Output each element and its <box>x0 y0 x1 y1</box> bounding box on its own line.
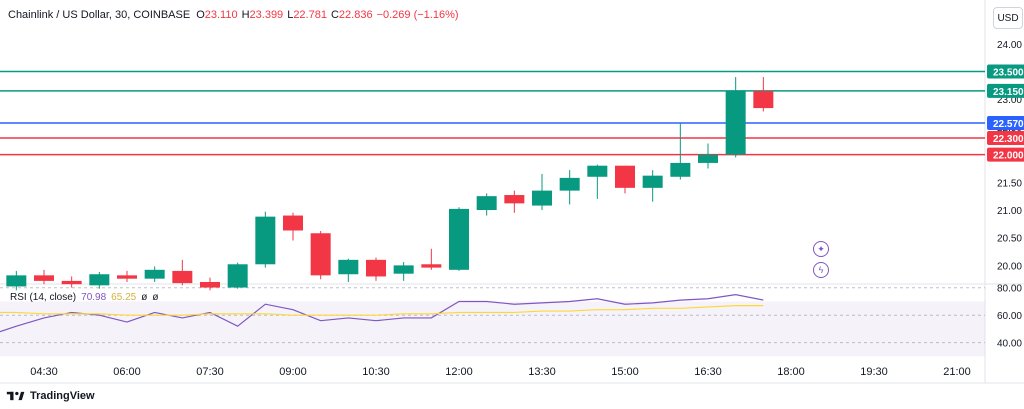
time-tick-label: 15:00 <box>611 366 639 378</box>
candle-body[interactable] <box>89 274 110 286</box>
candle-body[interactable] <box>532 190 552 206</box>
level-label: 22.300 <box>993 134 1024 145</box>
time-tick-label: 07:30 <box>196 366 224 378</box>
rsi-ma-line <box>0 304 764 316</box>
candle-body[interactable] <box>615 165 635 188</box>
candle-body[interactable] <box>255 216 276 265</box>
candle-body[interactable] <box>6 275 27 287</box>
level-label-box <box>987 64 1024 79</box>
candle-body[interactable] <box>310 233 331 276</box>
low-label: L <box>287 9 294 21</box>
candle-body[interactable] <box>227 264 248 288</box>
tradingview-mark-icon <box>6 391 25 401</box>
time-tick-label: 04:30 <box>30 366 58 378</box>
candle-body[interactable] <box>34 275 54 281</box>
rsi-extra-2: ø <box>152 292 159 303</box>
level-label: 23.150 <box>993 87 1024 98</box>
candle-body[interactable] <box>476 196 497 210</box>
level-label-box <box>987 83 1024 98</box>
open-label: O <box>196 9 205 21</box>
high-value: 23.399 <box>249 9 284 21</box>
close-value: 22.836 <box>338 9 373 21</box>
level-label-box <box>987 147 1024 162</box>
level-label-box <box>987 131 1024 145</box>
price-tick-label: 20.00 <box>997 261 1022 272</box>
candle-body[interactable] <box>559 177 580 191</box>
candle-body[interactable] <box>698 154 718 163</box>
price-tick-label: 21.50 <box>997 178 1022 189</box>
level-label: 22.000 <box>993 151 1024 162</box>
change-value: −0.269 (−1.16%) <box>376 9 459 21</box>
candle-body[interactable] <box>366 259 386 277</box>
price-tick-label: 23.00 <box>997 95 1022 106</box>
currency-button[interactable]: USD <box>993 7 1023 29</box>
candle-body[interactable] <box>642 175 663 188</box>
high-label: H <box>241 9 250 21</box>
open-value: 23.110 <box>204 9 238 21</box>
rsi-tick-label: 60.00 <box>997 311 1022 322</box>
candle-body[interactable] <box>144 269 165 279</box>
level-label: 22.570 <box>993 119 1024 130</box>
time-tick-label: 13:30 <box>528 366 556 378</box>
price-tick-label: 21.00 <box>997 206 1022 217</box>
time-tick-label: 09:00 <box>279 366 307 378</box>
level-label-box <box>987 116 1024 131</box>
chart-legend: Chainlink / US Dollar, 30, COINBASE O 23.… <box>8 9 463 21</box>
close-label: C <box>330 9 339 21</box>
tradingview-label: TradingView <box>30 390 95 402</box>
time-tick-label: 12:00 <box>445 366 473 378</box>
rsi-tick-label: 80.00 <box>997 284 1022 295</box>
candle-body[interactable] <box>670 162 691 177</box>
time-tick-label: 10:30 <box>362 366 390 378</box>
tradingview-logo: TradingView <box>6 390 95 402</box>
candle-body[interactable] <box>61 280 82 285</box>
time-tick-label: 06:00 <box>113 366 141 378</box>
candle-body[interactable] <box>753 90 774 109</box>
candle-body[interactable] <box>283 215 303 231</box>
rsi-line <box>0 293 764 333</box>
rsi-ma-value: 65.25 <box>111 292 137 303</box>
rsi-value: 70.98 <box>81 292 107 303</box>
level-label: 23.500 <box>993 68 1024 79</box>
time-tick-label: 18:00 <box>777 366 805 378</box>
candle-body[interactable] <box>172 270 193 284</box>
low-value: 22.781 <box>293 9 327 21</box>
candle-body[interactable] <box>725 90 746 155</box>
price-tick-label: 20.50 <box>997 234 1022 245</box>
rsi-label: RSI (14, close) <box>10 292 77 303</box>
time-tick-label: 16:30 <box>694 366 722 378</box>
rsi-band <box>0 301 985 357</box>
rsi-tick-label: 40.00 <box>997 339 1022 350</box>
time-tick-label: 19:30 <box>860 366 888 378</box>
lightning-icon[interactable]: ϟ <box>813 262 829 278</box>
candle-body[interactable] <box>504 195 525 204</box>
candle-body[interactable] <box>421 264 442 268</box>
rsi-legend: RSI (14, close) 70.98 65.25 ø ø <box>10 292 158 303</box>
symbol-title: Chainlink / US Dollar, 30, COINBASE <box>8 9 191 21</box>
time-tick-label: 21:00 <box>943 366 971 378</box>
price-tick-label: 24.00 <box>997 40 1022 51</box>
candle-body[interactable] <box>393 265 414 274</box>
candle-body[interactable] <box>200 282 220 288</box>
candle-body[interactable] <box>338 259 359 275</box>
candle-body[interactable] <box>587 165 608 177</box>
rsi-extra: ø <box>141 292 148 303</box>
sparkle-icon[interactable]: ✦ <box>813 241 829 257</box>
candle-body[interactable] <box>449 208 469 270</box>
candle-body[interactable] <box>117 275 137 279</box>
